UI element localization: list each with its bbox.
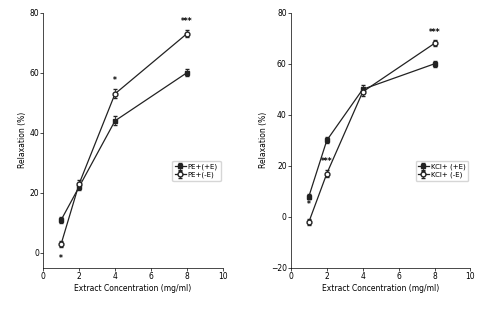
Text: ***: *** bbox=[181, 17, 192, 26]
Text: *: * bbox=[59, 255, 63, 263]
Legend: PE+(+E), PE+(-E): PE+(+E), PE+(-E) bbox=[172, 161, 221, 181]
Text: *: * bbox=[307, 200, 311, 209]
Text: *: * bbox=[113, 76, 117, 85]
X-axis label: Extract Concentration (mg/ml): Extract Concentration (mg/ml) bbox=[74, 284, 192, 293]
Text: ***: *** bbox=[321, 157, 333, 166]
Legend: KCl+ (+E), KCl+ (-E): KCl+ (+E), KCl+ (-E) bbox=[416, 161, 468, 181]
X-axis label: Extract Concentration (mg/ml): Extract Concentration (mg/ml) bbox=[322, 284, 439, 293]
Text: ***: *** bbox=[429, 28, 440, 37]
Y-axis label: Relaxation (%): Relaxation (%) bbox=[259, 112, 268, 168]
Y-axis label: Relaxation (%): Relaxation (%) bbox=[17, 112, 26, 168]
